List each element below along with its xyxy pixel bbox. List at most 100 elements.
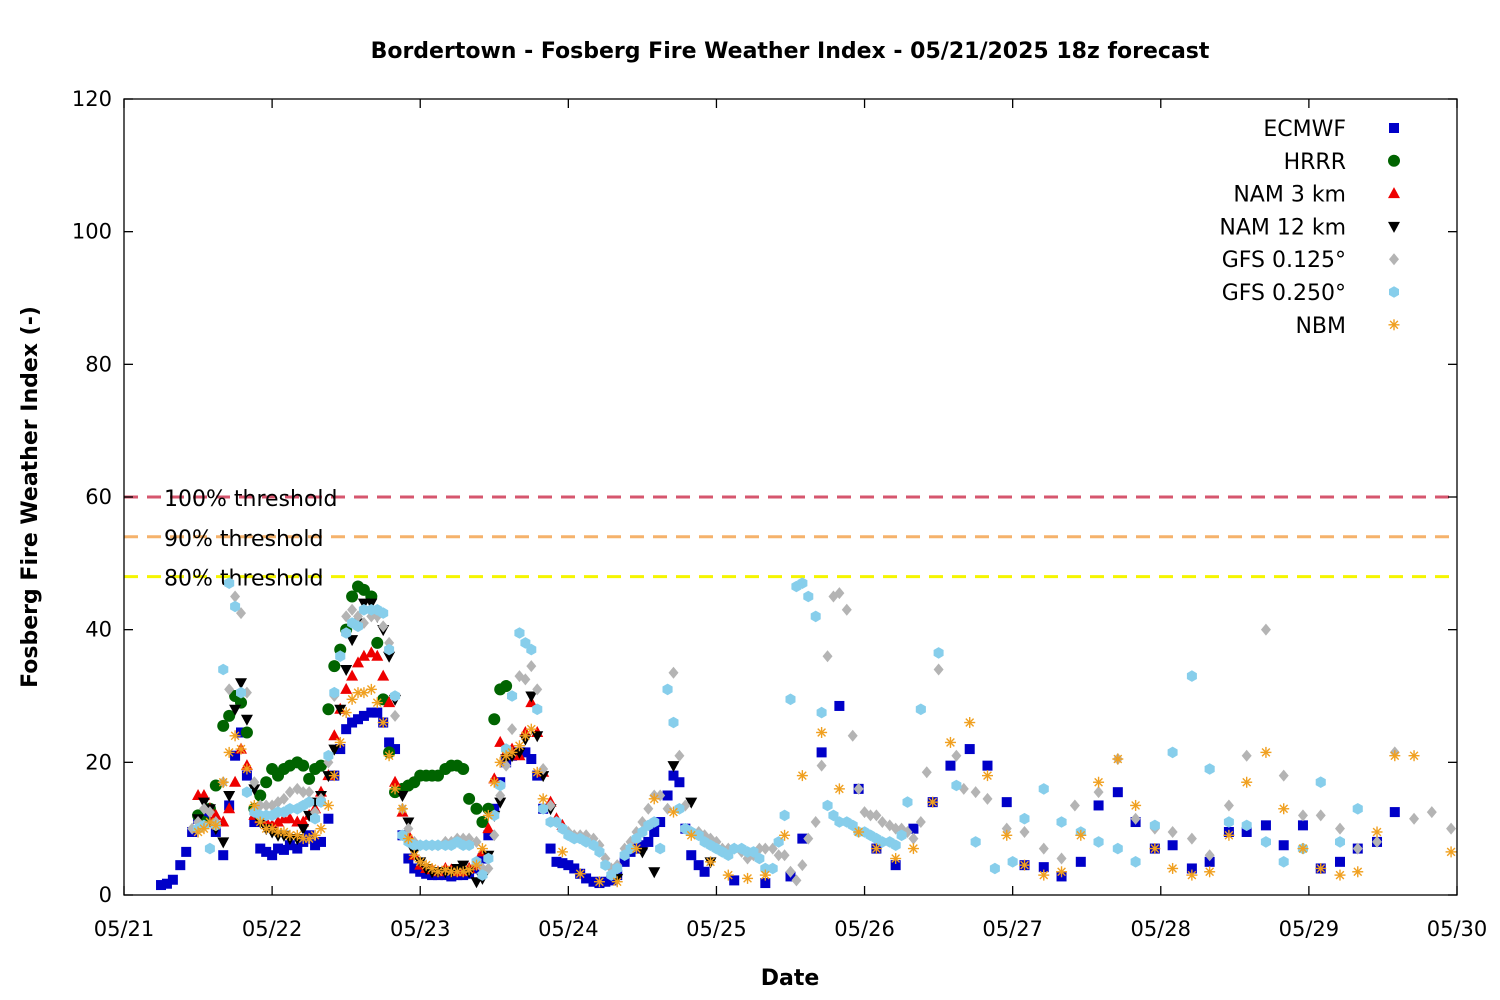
data-point [329,686,340,699]
legend-label: GFS 0.125° [1222,248,1346,273]
data-point [877,816,888,829]
data-point [1075,829,1087,841]
data-point [970,786,981,799]
legend-marker [1389,123,1399,133]
data-point [729,875,740,886]
data-point [563,860,574,871]
data-point [347,603,358,616]
data-point [537,793,549,805]
data-point [674,777,685,788]
data-point [742,872,754,884]
legend-marker [1389,253,1399,266]
data-point [248,784,261,796]
data-point [1352,842,1363,855]
data-point [377,669,390,681]
data-point [816,747,827,758]
data-point [403,853,414,864]
data-point [513,747,526,759]
x-axis-title: Date [761,966,820,991]
legend-label: HRRR [1284,150,1346,175]
data-point [643,802,654,815]
data-point [291,829,303,841]
data-point [1186,869,1198,881]
data-point [896,829,907,842]
data-point [371,697,383,709]
series-gfs-0-250- [193,577,1363,881]
data-point [457,860,470,872]
data-point [409,863,420,874]
data-point [340,707,352,719]
data-point [378,620,389,633]
data-point [304,786,315,799]
data-point [722,869,734,881]
data-point [1204,866,1216,878]
data-point [249,817,260,828]
data-point [944,736,956,748]
data-point [297,759,310,772]
y-axis: 0 20 40 60 80 100 120 [72,87,1457,907]
data-point [284,786,295,799]
data-point [520,747,531,758]
data-point [488,713,501,726]
data-point [1112,842,1123,855]
data-point [323,749,334,762]
y-tick-label: 80 [85,352,112,376]
data-point [921,766,932,779]
data-point [834,700,845,711]
data-point [248,799,260,811]
data-point [1389,750,1401,762]
y-tick-label: 0 [99,883,112,907]
data-point [667,761,680,773]
data-point [594,846,605,858]
data-point [297,815,310,827]
data-point [1260,820,1271,831]
data-point [167,874,178,885]
legend-label: NBM [1295,314,1346,339]
data-point [796,770,808,782]
data-point [230,750,241,761]
data-point [236,686,246,699]
data-point [1278,803,1290,815]
data-point [525,691,538,703]
data-point [470,802,483,815]
data-point [773,849,784,862]
data-point [283,812,296,824]
data-point [224,683,235,696]
data-point [402,833,414,845]
data-point [298,786,309,799]
legend-marker [1389,286,1399,298]
data-point [384,643,395,656]
data-point [278,844,289,855]
x-tick-label: 05/21 [94,917,155,941]
data-point [347,717,358,728]
data-point [1315,862,1327,874]
data-point [197,789,210,800]
data-point [500,750,512,762]
data-point [1186,832,1197,845]
data-point [779,849,790,862]
data-point [668,666,679,679]
data-point [915,703,926,716]
data-point [668,770,679,781]
data-point [224,577,235,589]
data-point [520,673,531,686]
data-point [1001,829,1013,841]
legend-marker [1388,154,1400,167]
data-point [531,766,543,778]
data-point [303,772,316,785]
data-point [816,759,827,772]
data-point [759,869,771,881]
data-point [649,826,660,837]
data-point [223,709,236,722]
data-point [229,730,241,742]
data-point [384,737,395,748]
data-point [847,729,858,742]
data-point [1204,856,1215,867]
data-point [378,607,389,619]
data-point [1241,749,1252,762]
data-point [396,791,409,802]
data-point [1130,799,1142,811]
threshold-label: 80% threshold [164,567,324,592]
data-point [218,850,229,861]
data-point [334,704,347,716]
